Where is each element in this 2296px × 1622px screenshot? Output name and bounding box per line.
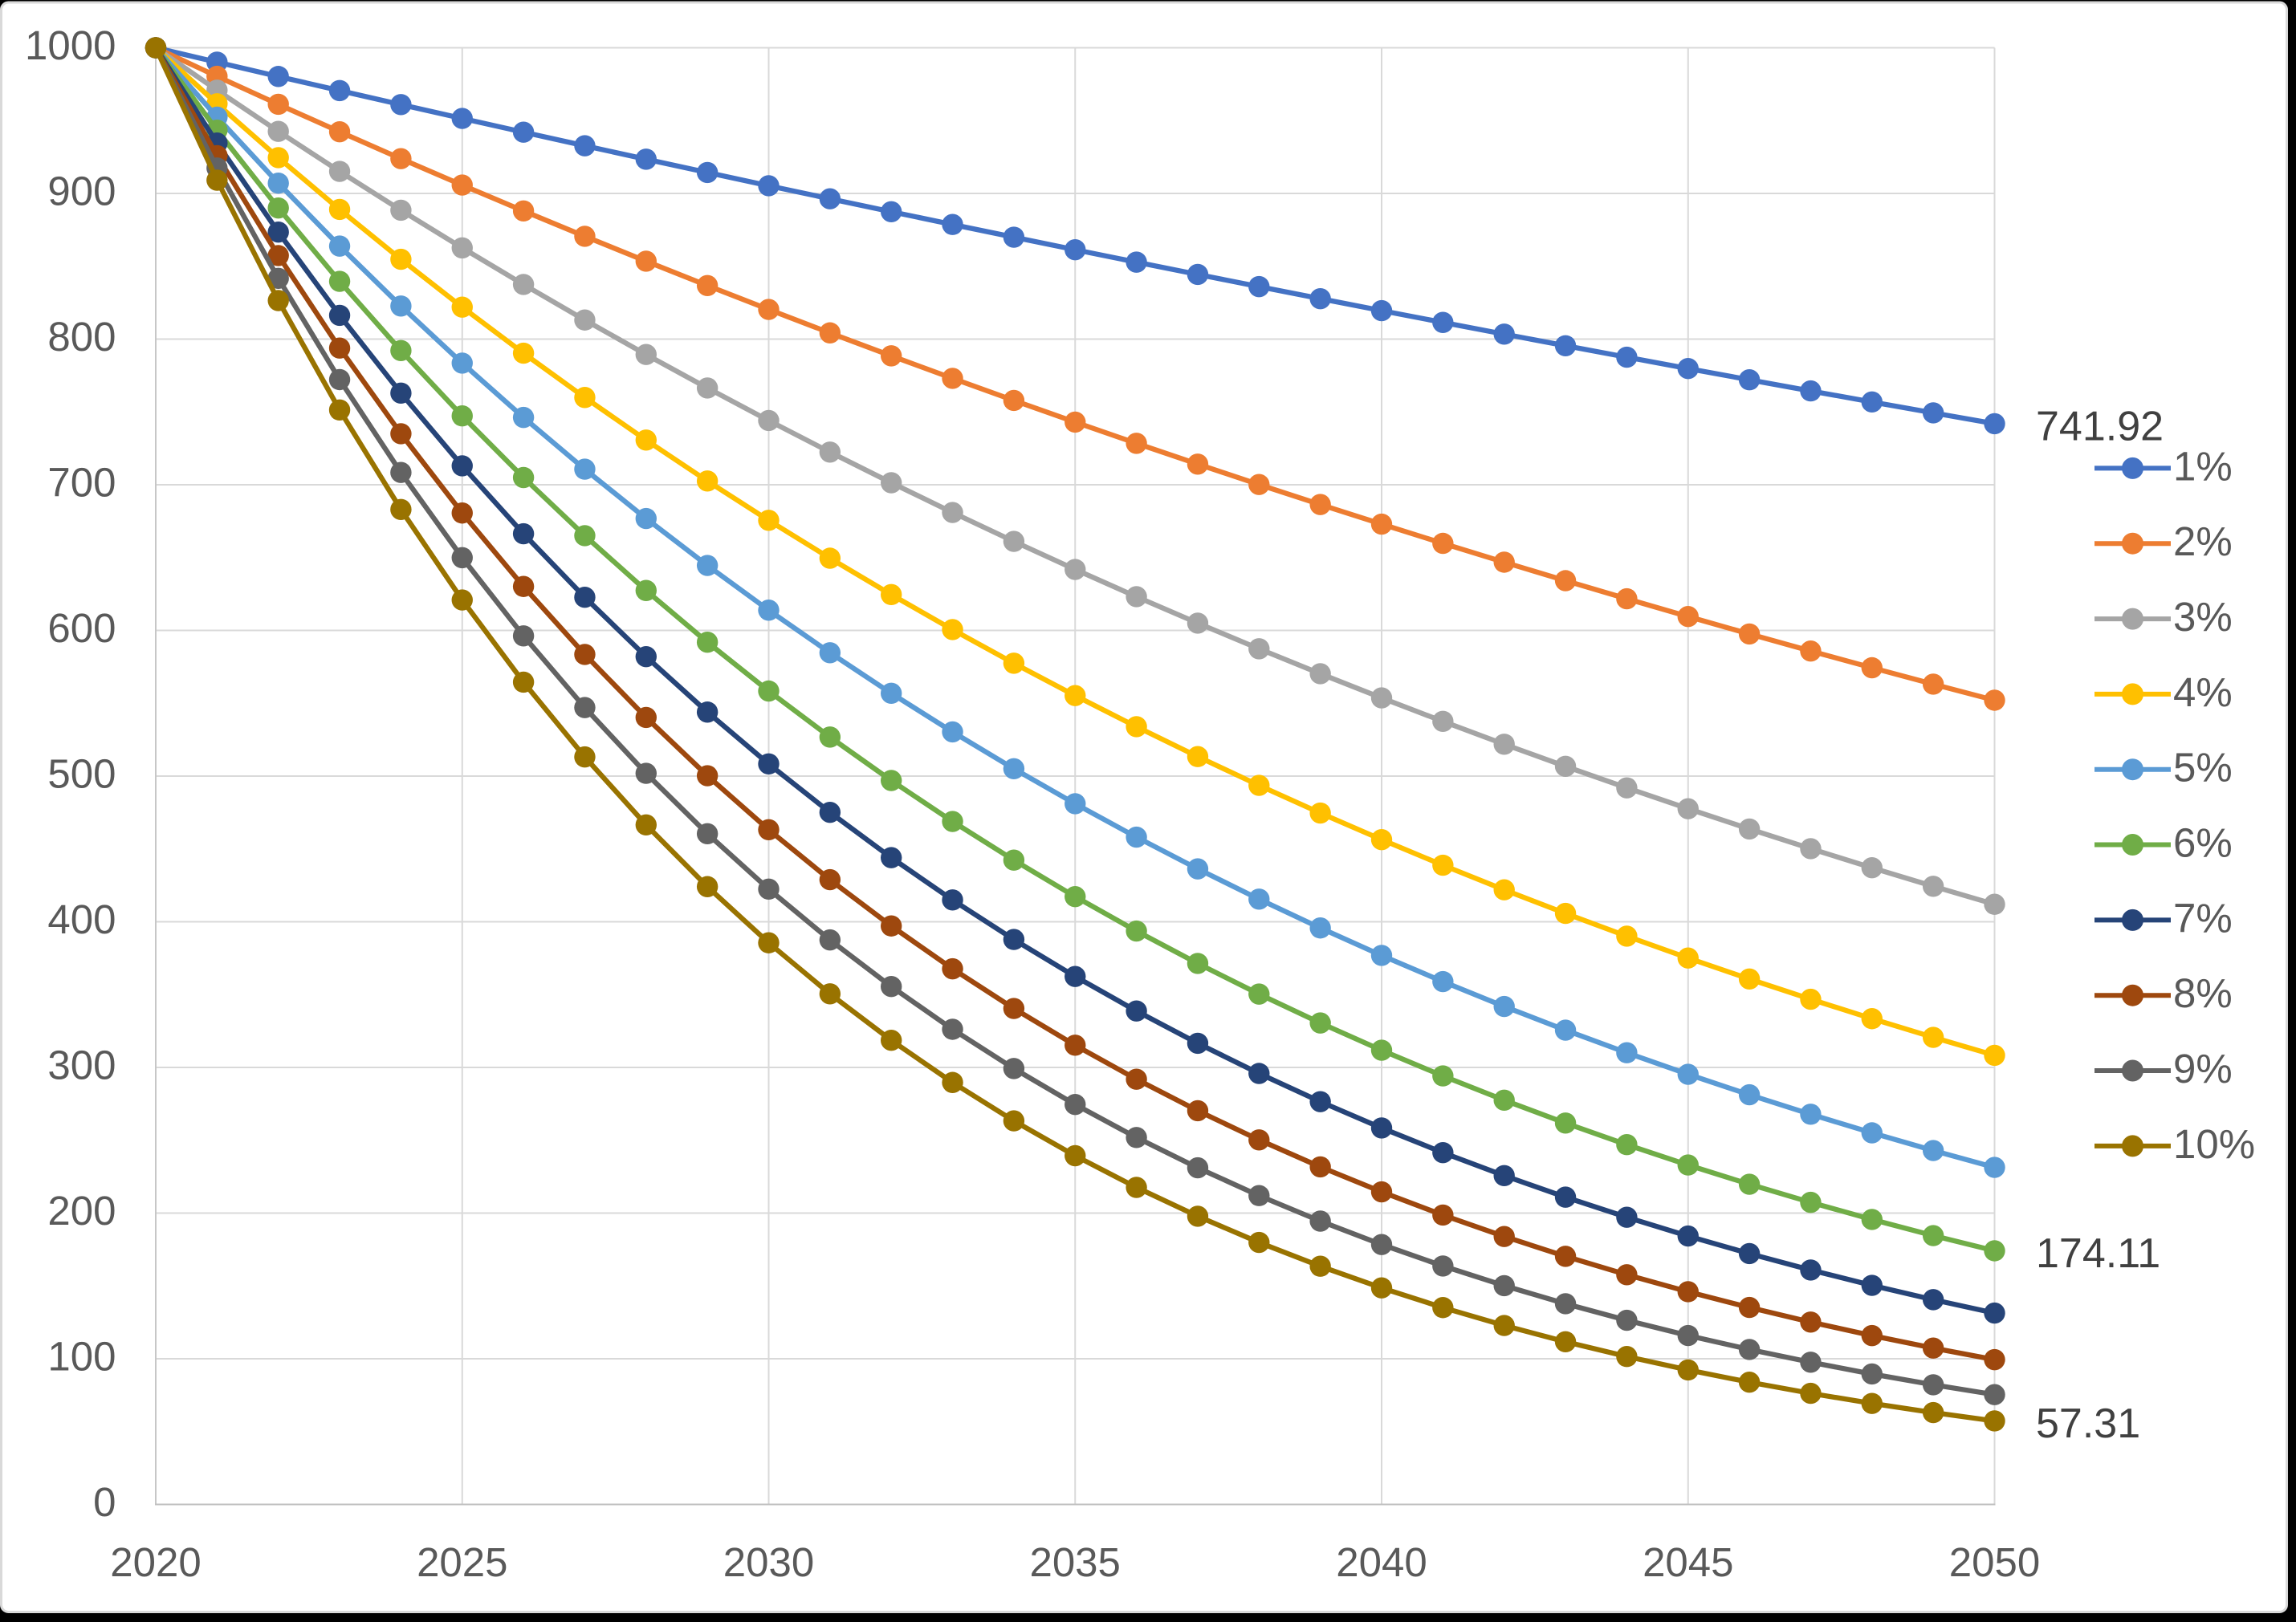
- svg-text:900: 900: [47, 169, 116, 214]
- svg-text:1%: 1%: [2173, 443, 2233, 489]
- svg-text:2025: 2025: [417, 1539, 507, 1585]
- svg-text:300: 300: [47, 1043, 116, 1088]
- svg-text:400: 400: [47, 896, 116, 942]
- svg-text:200: 200: [47, 1188, 116, 1234]
- svg-text:2030: 2030: [723, 1539, 814, 1585]
- svg-text:500: 500: [47, 751, 116, 797]
- svg-text:1000: 1000: [25, 22, 116, 68]
- svg-text:9%: 9%: [2173, 1046, 2233, 1091]
- svg-text:6%: 6%: [2173, 820, 2233, 866]
- svg-text:2050: 2050: [1949, 1539, 2040, 1585]
- svg-text:2035: 2035: [1029, 1539, 1120, 1585]
- svg-text:4%: 4%: [2173, 669, 2233, 715]
- svg-text:7%: 7%: [2173, 895, 2233, 941]
- svg-text:2045: 2045: [1643, 1539, 1733, 1585]
- svg-text:100: 100: [47, 1334, 116, 1380]
- svg-text:5%: 5%: [2173, 745, 2233, 791]
- svg-text:57.31: 57.31: [2036, 1400, 2140, 1447]
- svg-text:2020: 2020: [110, 1539, 201, 1585]
- svg-text:174.11: 174.11: [2036, 1230, 2160, 1277]
- svg-text:8%: 8%: [2173, 970, 2233, 1016]
- svg-text:2%: 2%: [2173, 518, 2233, 564]
- svg-text:600: 600: [47, 605, 116, 651]
- svg-text:3%: 3%: [2173, 594, 2233, 640]
- svg-text:800: 800: [47, 314, 116, 360]
- svg-text:2040: 2040: [1336, 1539, 1427, 1585]
- svg-text:0: 0: [93, 1479, 116, 1525]
- svg-text:741.92: 741.92: [2036, 403, 2164, 449]
- svg-text:10%: 10%: [2173, 1121, 2255, 1167]
- svg-text:700: 700: [47, 460, 116, 506]
